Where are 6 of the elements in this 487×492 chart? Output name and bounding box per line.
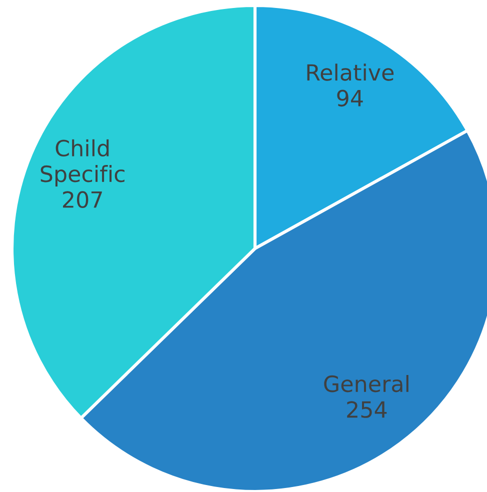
slice-label: Child Specific	[40, 139, 124, 187]
slice-label: Relative	[307, 64, 394, 81]
slice-label: General	[324, 375, 408, 392]
data-label: 207	[63, 191, 102, 208]
data-label: 94	[337, 90, 363, 107]
data-label: 254	[347, 401, 387, 418]
